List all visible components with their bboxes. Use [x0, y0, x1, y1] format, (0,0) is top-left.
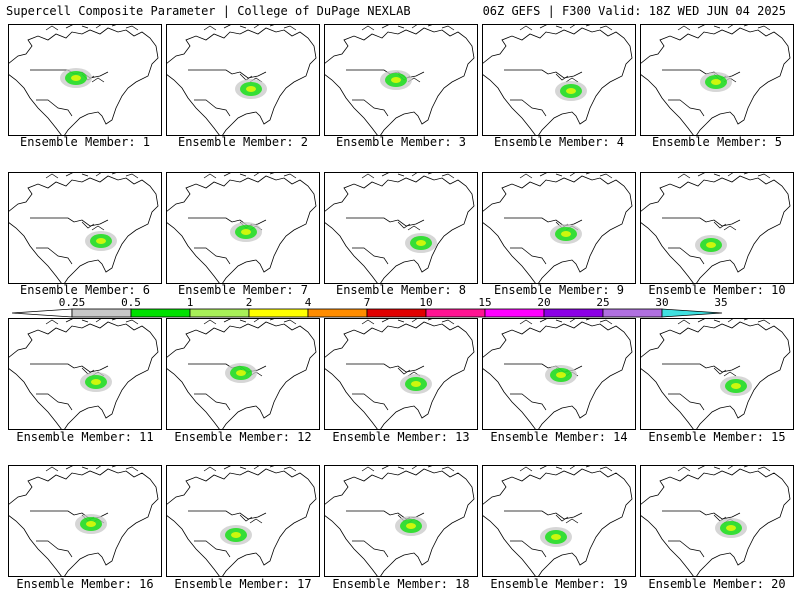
colorbar-tick-label: 10: [419, 296, 432, 309]
ensemble-member-label: Ensemble Member: 11: [16, 430, 154, 444]
map-outline: [482, 24, 636, 136]
colorbar-tick-label: 25: [596, 296, 609, 309]
ensemble-member-map: [166, 318, 320, 430]
colorbar-segment: [602, 308, 663, 318]
map-outline: [640, 318, 794, 430]
ensemble-member-map: [8, 465, 162, 577]
ensemble-member-map: [482, 318, 636, 430]
colorbar-segment: [425, 308, 486, 318]
colorbar-segment: [71, 308, 132, 318]
colorbar-segment: [189, 308, 250, 318]
map-outline: [640, 465, 794, 577]
ensemble-member-map: [166, 465, 320, 577]
ensemble-member-label: Ensemble Member: 15: [648, 430, 786, 444]
ensemble-member-map: [324, 465, 478, 577]
ensemble-member-label: Ensemble Member: 18: [332, 577, 470, 591]
ensemble-member-map: [8, 172, 162, 284]
ensemble-member-label: Ensemble Member: 19: [490, 577, 628, 591]
map-outline: [324, 24, 478, 136]
colorbar-segment: [248, 308, 309, 318]
map-outline: [166, 465, 320, 577]
color-scale-legend: 0.25 0.5 1 2 4 7 10 15 20 25 30 35: [12, 296, 728, 318]
ensemble-member-map: [640, 172, 794, 284]
map-outline: [324, 465, 478, 577]
colorbar-tick-label: 4: [305, 296, 312, 309]
ensemble-member-label: Ensemble Member: 12: [174, 430, 312, 444]
ensemble-member-label: Ensemble Member: 6: [19, 283, 151, 297]
ensemble-member-label: Ensemble Member: 16: [16, 577, 154, 591]
map-outline: [8, 24, 162, 136]
map-outline: [482, 318, 636, 430]
ensemble-member-label: Ensemble Member: 7: [177, 283, 309, 297]
valid-time-label: 06Z GEFS | F300 Valid: 18Z WED JUN 04 20…: [482, 4, 786, 18]
ensemble-member-label: Ensemble Member: 13: [332, 430, 470, 444]
ensemble-member-label: Ensemble Member: 20: [648, 577, 786, 591]
colorbar-tick-label: 20: [537, 296, 550, 309]
colorbar-tick-label: 0.5: [121, 296, 141, 309]
ensemble-member-map: [482, 172, 636, 284]
colorbar-tick-label: 15: [478, 296, 491, 309]
colorbar-left-arrow: [12, 308, 73, 318]
ensemble-member-label: Ensemble Member: 14: [490, 430, 628, 444]
map-outline: [166, 318, 320, 430]
ensemble-member-label: Ensemble Member: 2: [177, 135, 309, 149]
ensemble-member-map: [166, 24, 320, 136]
map-outline: [640, 172, 794, 284]
ensemble-member-label: Ensemble Member: 4: [493, 135, 625, 149]
colorbar-segment: [484, 308, 545, 318]
ensemble-member-map: [640, 24, 794, 136]
colorbar-segment: [543, 308, 604, 318]
map-outline: [482, 465, 636, 577]
ensemble-member-label: Ensemble Member: 5: [651, 135, 783, 149]
map-outline: [482, 172, 636, 284]
ensemble-member-label: Ensemble Member: 3: [335, 135, 467, 149]
page-title: Supercell Composite Parameter | College …: [6, 4, 411, 18]
ensemble-member-map: [324, 318, 478, 430]
colorbar-segment: [366, 308, 427, 318]
map-outline: [8, 465, 162, 577]
colorbar-tick-label: 7: [364, 296, 371, 309]
ensemble-member-map: [8, 318, 162, 430]
map-outline: [8, 318, 162, 430]
colorbar-tick-label: 0.25: [59, 296, 86, 309]
map-outline: [640, 24, 794, 136]
map-outline: [8, 172, 162, 284]
colorbar-tick-label: 30: [655, 296, 668, 309]
ensemble-member-label: Ensemble Member: 10: [648, 283, 786, 297]
ensemble-member-map: [8, 24, 162, 136]
ensemble-member-label: Ensemble Member: 17: [174, 577, 312, 591]
ensemble-member-map: [640, 318, 794, 430]
map-outline: [166, 172, 320, 284]
ensemble-member-map: [640, 465, 794, 577]
colorbar-segment: [130, 308, 191, 318]
colorbar-segment: [661, 308, 723, 318]
ensemble-member-map: [324, 24, 478, 136]
map-outline: [166, 24, 320, 136]
ensemble-member-label: Ensemble Member: 1: [19, 135, 151, 149]
ensemble-member-map: [324, 172, 478, 284]
colorbar-tick-label: 1: [187, 296, 194, 309]
ensemble-member-map: [482, 24, 636, 136]
ensemble-member-map: [166, 172, 320, 284]
ensemble-member-label: Ensemble Member: 8: [335, 283, 467, 297]
colorbar-tick-label: 2: [246, 296, 253, 309]
ensemble-member-map: [482, 465, 636, 577]
colorbar-segment: [307, 308, 368, 318]
map-outline: [324, 318, 478, 430]
ensemble-member-label: Ensemble Member: 9: [493, 283, 625, 297]
map-outline: [324, 172, 478, 284]
colorbar-tick-label: 35: [714, 296, 727, 309]
